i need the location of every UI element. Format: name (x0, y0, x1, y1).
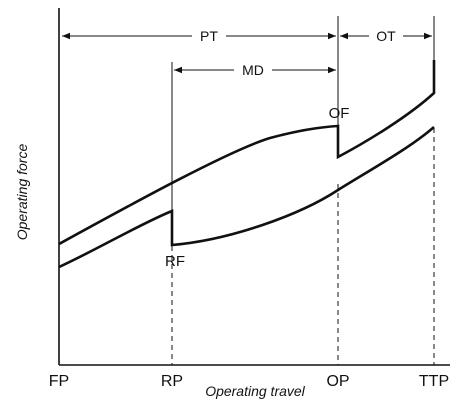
op-tick-label: OP (326, 373, 349, 390)
operating-force-curve (59, 60, 434, 244)
y-axis-title: Operating force (14, 144, 30, 241)
of-label: OF (329, 105, 350, 122)
pt-label: PT (200, 28, 218, 44)
rp-tick-label: RP (161, 373, 183, 390)
ot-label: OT (376, 28, 396, 44)
ttp-tick-label: TTP (419, 373, 449, 390)
rf-label: RF (165, 253, 185, 270)
md-label: MD (242, 62, 264, 78)
fp-tick-label: FP (49, 373, 69, 390)
x-axis-title: Operating travel (205, 383, 305, 399)
